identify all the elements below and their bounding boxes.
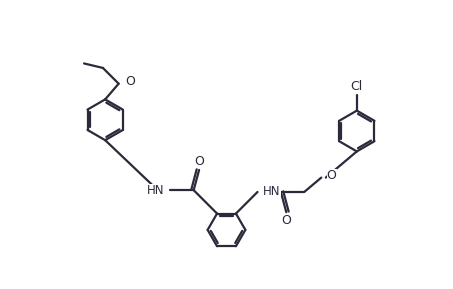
Text: HN: HN bbox=[146, 184, 164, 197]
Text: O: O bbox=[125, 75, 135, 88]
Text: HN: HN bbox=[263, 186, 281, 199]
Text: O: O bbox=[327, 169, 337, 182]
Text: Cl: Cl bbox=[351, 80, 363, 93]
Text: O: O bbox=[281, 214, 291, 227]
Text: O: O bbox=[194, 155, 204, 168]
